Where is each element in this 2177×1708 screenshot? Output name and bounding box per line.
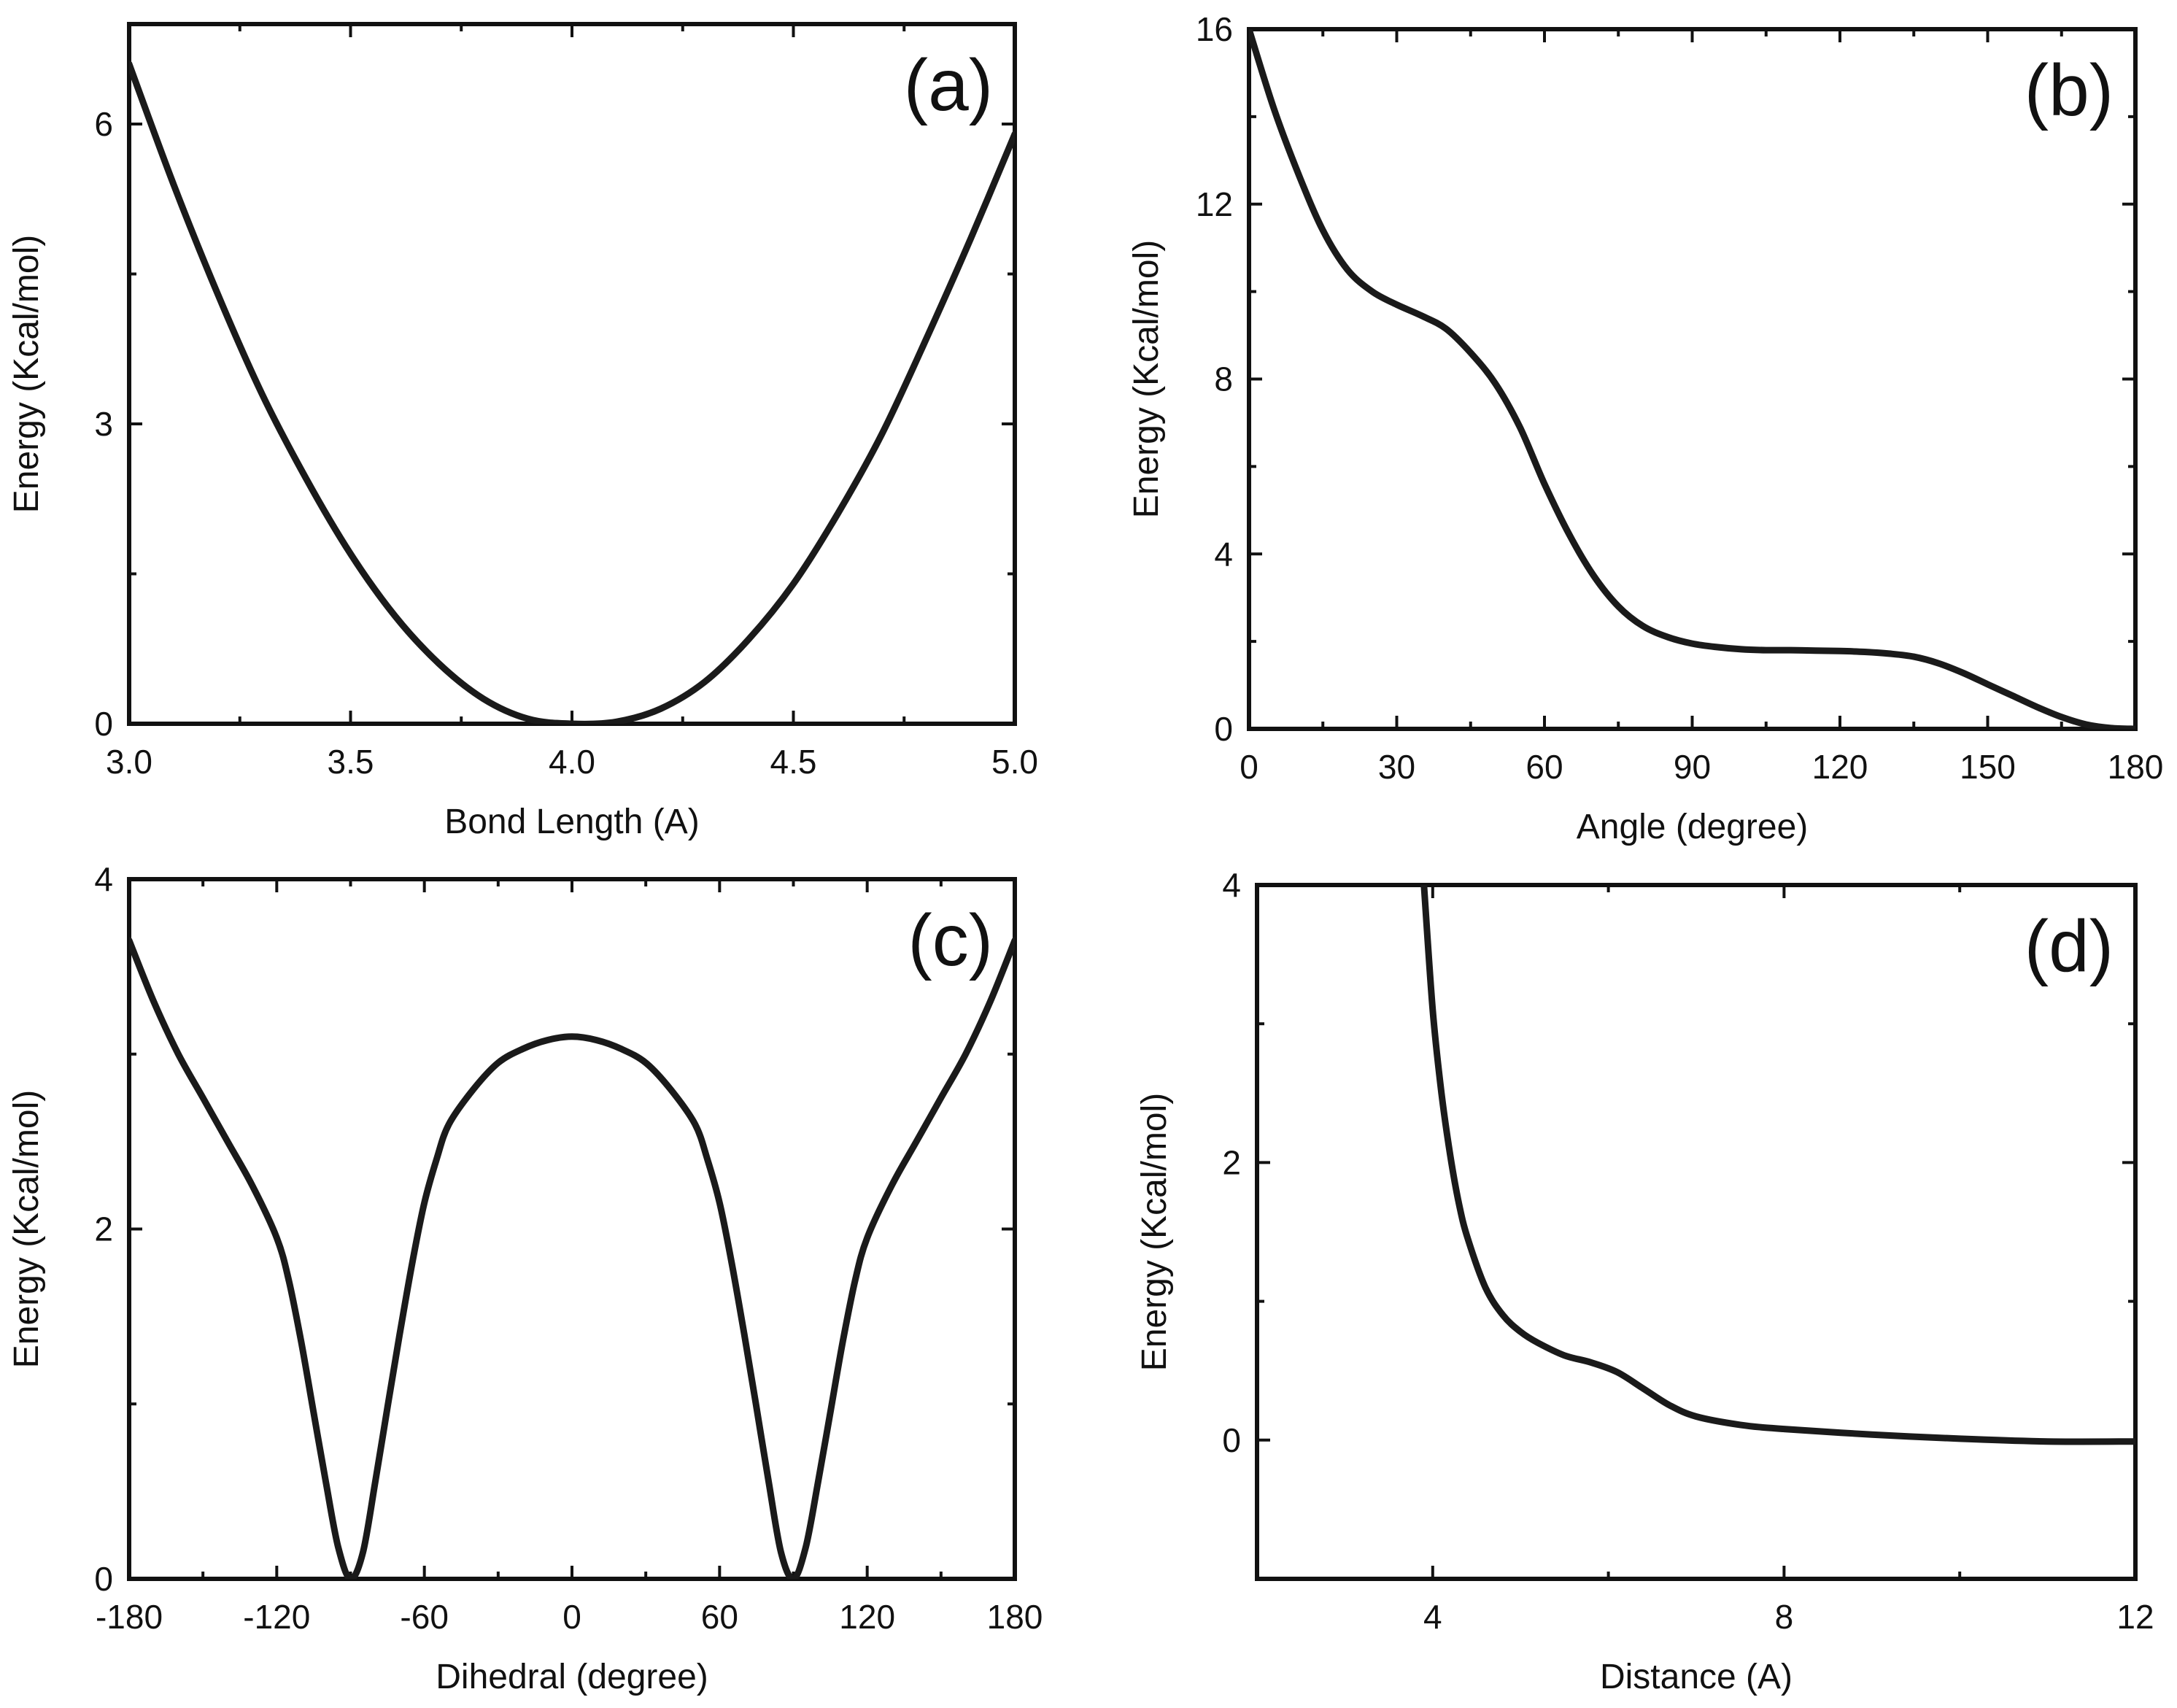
- x-tick-label: 60: [701, 1598, 738, 1636]
- panel-b: 0 30 60 90 120 150 180 0 4 8 12 16 Angle (degree) Ene…: [1127, 10, 2163, 846]
- panel-c: -180 -120 -60 0 60 120 180 0 2 4 Dihedral (degree)…: [7, 860, 1043, 1696]
- y-tick-label: 3: [94, 405, 113, 443]
- panel-label: (c): [908, 900, 993, 981]
- panel-label: (b): [2025, 50, 2114, 131]
- panel-label: (d): [2025, 905, 2114, 987]
- x-tick-label: 3.5: [328, 743, 374, 781]
- x-axis-title: Distance (A): [1600, 1658, 1793, 1696]
- x-tick-label: 8: [1775, 1598, 1794, 1636]
- x-tick-label: 0: [1240, 748, 1258, 786]
- x-tick-label: -120: [243, 1598, 310, 1636]
- series-line-dihedral: [129, 937, 1015, 1579]
- x-tick-label: 3.0: [106, 743, 152, 781]
- y-axis-title: Energy (Kcal/mol): [1127, 240, 1166, 518]
- y-tick-label: 8: [1214, 360, 1233, 398]
- x-tick-label: 4.0: [549, 743, 595, 781]
- y-axis-title: Energy (Kcal/mol): [7, 1090, 46, 1368]
- panel-a: 3.0 3.5 4.0 4.5 5.0 0 3 6 Bond Length (A) Energy …: [7, 22, 1038, 841]
- x-tick-label: 120: [1812, 748, 1868, 786]
- x-tick-label: 180: [987, 1598, 1043, 1636]
- plot-frame: [1255, 883, 2138, 1581]
- x-tick-label: 180: [2108, 748, 2164, 786]
- x-tick-label: 4: [1423, 1598, 1442, 1636]
- y-tick-label: 0: [1222, 1421, 1241, 1459]
- x-tick-label: 4.5: [770, 743, 817, 781]
- x-tick-label: 30: [1378, 748, 1415, 786]
- y-tick-label: 2: [94, 1210, 113, 1248]
- x-tick-label: 150: [1960, 748, 2016, 786]
- y-tick-label: 6: [94, 105, 113, 143]
- y-tick-label: 4: [1214, 535, 1233, 573]
- y-tick-label: 0: [94, 1560, 113, 1598]
- x-axis-title: Bond Length (A): [444, 803, 700, 841]
- x-tick-label: 60: [1526, 748, 1563, 786]
- y-tick-label: 0: [1214, 710, 1233, 748]
- series-line-distance: [1420, 885, 2135, 1445]
- y-tick-label: 4: [1222, 866, 1241, 904]
- plot-frame: [127, 877, 1017, 1581]
- y-axis-title: Energy (Kcal/mol): [7, 235, 46, 513]
- series-line-bond: [129, 61, 1015, 724]
- x-tick-label: 120: [839, 1598, 895, 1636]
- x-tick-label: -180: [96, 1598, 163, 1636]
- x-tick-label: -60: [400, 1598, 448, 1636]
- x-tick-label: 12: [2116, 1598, 2154, 1636]
- plot-frame: [1247, 27, 2138, 731]
- y-tick-label: 16: [1196, 10, 1233, 48]
- panel-d: 4 8 12 0 2 4 Distance (A) Energy (Kcal/mol) (d): [1135, 866, 2154, 1696]
- x-tick-label: 5.0: [991, 743, 1038, 781]
- x-axis-title: Angle (degree): [1577, 808, 1809, 846]
- y-tick-label: 2: [1222, 1143, 1241, 1181]
- series-line-angle: [1249, 29, 2135, 729]
- y-axis-title: Energy (Kcal/mol): [1135, 1093, 1174, 1371]
- plot-frame: [127, 22, 1017, 726]
- y-tick-label: 12: [1196, 185, 1233, 223]
- y-tick-label: 0: [94, 705, 113, 743]
- y-tick-label: 4: [94, 860, 113, 898]
- x-axis-title: Dihedral (degree): [436, 1658, 708, 1696]
- panel-label: (a): [904, 45, 993, 126]
- x-tick-label: 90: [1674, 748, 1711, 786]
- x-tick-label: 0: [562, 1598, 581, 1636]
